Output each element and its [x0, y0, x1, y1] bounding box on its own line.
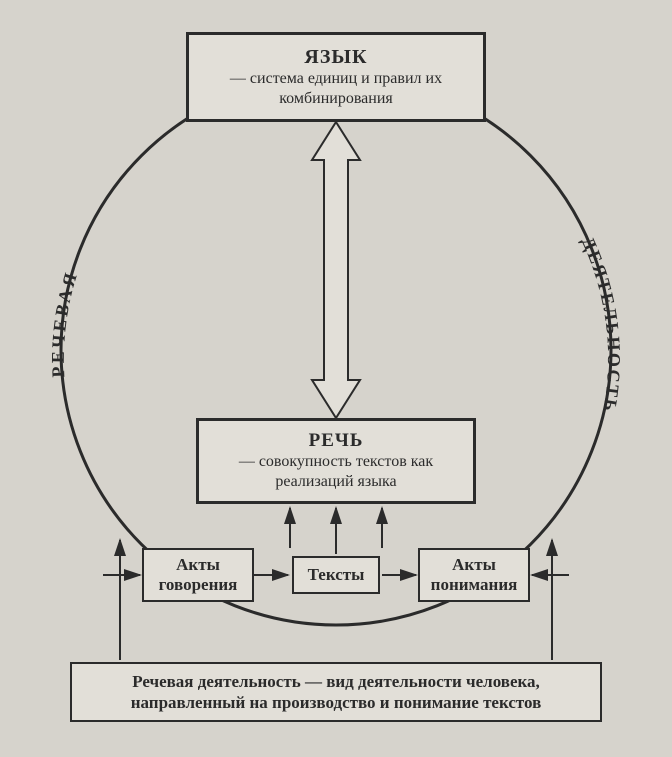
- node-acts-understanding: Акты понимания: [418, 548, 530, 602]
- curved-label-right: ДЕЯТЕЛЬНОСТЬ: [578, 234, 624, 415]
- node-speech-title: РЕЧЬ: [309, 430, 364, 452]
- node-acts-speaking: Акты говорения: [142, 548, 254, 602]
- node-language-title: ЯЗЫК: [304, 46, 367, 69]
- curved-label-left: РЕЧЕВАЯ: [48, 268, 82, 378]
- double-arrow: [312, 122, 360, 418]
- node-language: ЯЗЫК — система единиц и правил их комбин…: [186, 32, 486, 122]
- node-acts-speaking-label: Акты говорения: [154, 555, 242, 595]
- node-speech: РЕЧЬ — совокупность текстов как реализац…: [196, 418, 476, 504]
- node-speech-sub: — совокупность текстов как реализаций яз…: [209, 452, 463, 492]
- node-activity: Речевая деятельность — вид деятельности …: [70, 662, 602, 722]
- node-language-sub: — система единиц и правил их комбинирова…: [199, 69, 473, 109]
- node-activity-label: Речевая деятельность — вид деятельности …: [82, 671, 590, 714]
- node-texts: Тексты: [292, 556, 380, 594]
- node-texts-label: Тексты: [308, 565, 365, 585]
- node-acts-understanding-label: Акты понимания: [430, 555, 518, 595]
